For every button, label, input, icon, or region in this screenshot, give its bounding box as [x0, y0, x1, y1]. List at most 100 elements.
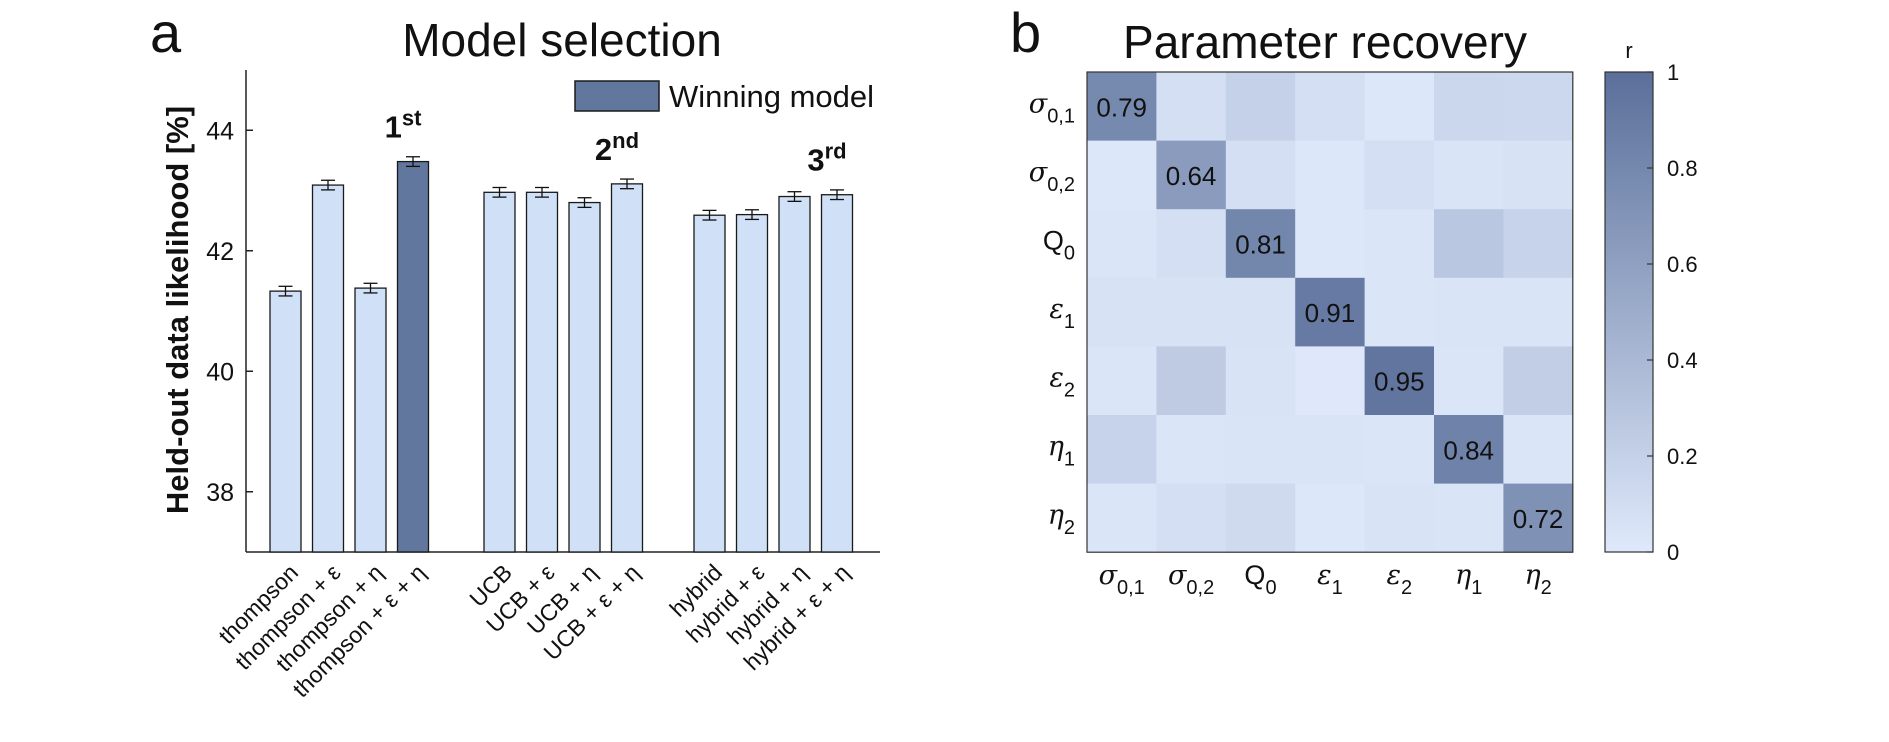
- bar: [483, 191, 516, 553]
- rank-label: 3rd: [807, 139, 846, 178]
- row-label: σ0,2: [1029, 157, 1075, 196]
- heatmap-cell: [1295, 415, 1366, 485]
- bar: [354, 287, 387, 553]
- heatmap-cell: [1225, 415, 1296, 485]
- heatmap-cell: [1434, 72, 1504, 142]
- panel-b-label: b: [1010, 1, 1041, 64]
- column-label: η1: [1455, 560, 1482, 599]
- colorbar-tick-label: 1: [1667, 60, 1679, 85]
- y-axis-label: Held-out data likelihood [%]: [160, 106, 195, 514]
- colorbar: [1604, 71, 1654, 553]
- heatmap-cell: [1087, 483, 1157, 553]
- legend-swatch: [574, 80, 660, 112]
- bar: [778, 195, 811, 553]
- heatmap-cell: [1364, 415, 1435, 485]
- heatmap-cell: [1087, 72, 1157, 142]
- heatmap-cell: [1295, 483, 1366, 553]
- column-label: ε1: [1317, 560, 1343, 599]
- column-label: σ0,2: [1168, 560, 1214, 599]
- colorbar-tick-label: 0.6: [1667, 252, 1698, 277]
- row-label: Q0: [1043, 226, 1075, 265]
- y-tick-label: 42: [206, 238, 234, 266]
- column-label: σ0,1: [1099, 560, 1145, 599]
- legend-label: Winning model: [669, 79, 874, 114]
- rank-label: 2nd: [595, 128, 639, 167]
- heatmap-cell: [1295, 209, 1366, 279]
- diagonal-value-label: 0.91: [1305, 298, 1356, 328]
- heatmap-cell: [1087, 277, 1157, 347]
- heatmap-cell: [1434, 346, 1504, 416]
- colorbar-label: r: [1625, 38, 1632, 63]
- heatmap-cell: [1503, 140, 1574, 210]
- heatmap-cell: [1503, 277, 1574, 347]
- diagonal-value-label: 0.64: [1166, 161, 1217, 191]
- row-label: η1: [1048, 431, 1075, 470]
- row-label: σ0,1: [1029, 88, 1075, 127]
- heatmap-cell: [1434, 140, 1504, 210]
- bar: [311, 184, 345, 553]
- heatmap-cell: [1503, 346, 1574, 416]
- heatmap-cell: [1364, 140, 1435, 210]
- colorbar-tick-label: 0.2: [1667, 444, 1698, 469]
- bar: [525, 191, 559, 553]
- y-tick-label: 44: [206, 117, 234, 145]
- colorbar-tick-label: 0.8: [1667, 156, 1698, 181]
- bar: [396, 160, 430, 553]
- y-tick-label: 38: [206, 479, 234, 507]
- heatmap-cell: [1156, 346, 1227, 416]
- heatmap-cell: [1087, 209, 1157, 279]
- row-label: ε1: [1049, 294, 1075, 333]
- bar: [568, 201, 601, 553]
- heatmap-cell: [1295, 277, 1366, 347]
- panel-a-label: a: [150, 1, 182, 64]
- heatmap-cell: [1225, 483, 1296, 553]
- heatmap-cell: [1295, 346, 1366, 416]
- diagonal-value-label: 0.95: [1374, 367, 1425, 397]
- heatmap-cell: [1156, 483, 1227, 553]
- colorbar-ticks: 0 0.2 0.4 0.6 0.8 1: [1647, 60, 1698, 565]
- heatmap-cell: [1225, 346, 1296, 416]
- heatmap-cell: [1295, 140, 1366, 210]
- heatmap-cell: [1364, 209, 1435, 279]
- heatmap-cell: [1156, 277, 1227, 347]
- row-label: ε2: [1049, 363, 1075, 402]
- bar: [610, 183, 644, 553]
- column-label: ε2: [1386, 560, 1412, 599]
- bar-legend: Winning model: [574, 79, 874, 114]
- colorbar-tick-label: 0: [1667, 540, 1679, 565]
- bar: [820, 194, 854, 553]
- diagonal-value-label: 0.84: [1443, 435, 1494, 465]
- heatmap-cell: [1364, 277, 1435, 347]
- heatmap-cell: [1434, 483, 1504, 553]
- diagonal-value-label: 0.79: [1096, 92, 1147, 122]
- heatmap-cell: [1156, 72, 1227, 142]
- diagonal-value-label: 0.72: [1513, 504, 1564, 534]
- bar: [269, 290, 302, 553]
- bar: [735, 213, 769, 553]
- heatmap-cell: [1225, 277, 1296, 347]
- bar-chart-title: Model selection: [402, 14, 722, 66]
- heatmap-cell: [1156, 140, 1227, 210]
- heatmap-cell: [1295, 72, 1366, 142]
- heatmap-frame: [1086, 71, 1574, 553]
- heatmap-cell: [1434, 209, 1504, 279]
- heatmap-cell: [1225, 140, 1296, 210]
- row-label: η2: [1048, 500, 1075, 539]
- heatmap-cell: [1087, 346, 1157, 416]
- heatmap-cell: [1503, 415, 1574, 485]
- column-label: η2: [1524, 560, 1551, 599]
- heatmap-cell: [1364, 483, 1435, 553]
- heatmap-cell: [1156, 209, 1227, 279]
- heatmap-cell: [1225, 209, 1296, 279]
- heatmap-cell: [1434, 277, 1504, 347]
- heatmap-cell: [1156, 415, 1227, 485]
- rank-label: 1st: [385, 106, 422, 145]
- heatmap-cell: [1503, 72, 1574, 142]
- heatmap-cell: [1503, 209, 1574, 279]
- bar: [693, 214, 726, 553]
- heatmap-cell: [1364, 346, 1435, 416]
- heatmap-cell: [1087, 140, 1157, 210]
- heatmap-cell: [1087, 415, 1157, 485]
